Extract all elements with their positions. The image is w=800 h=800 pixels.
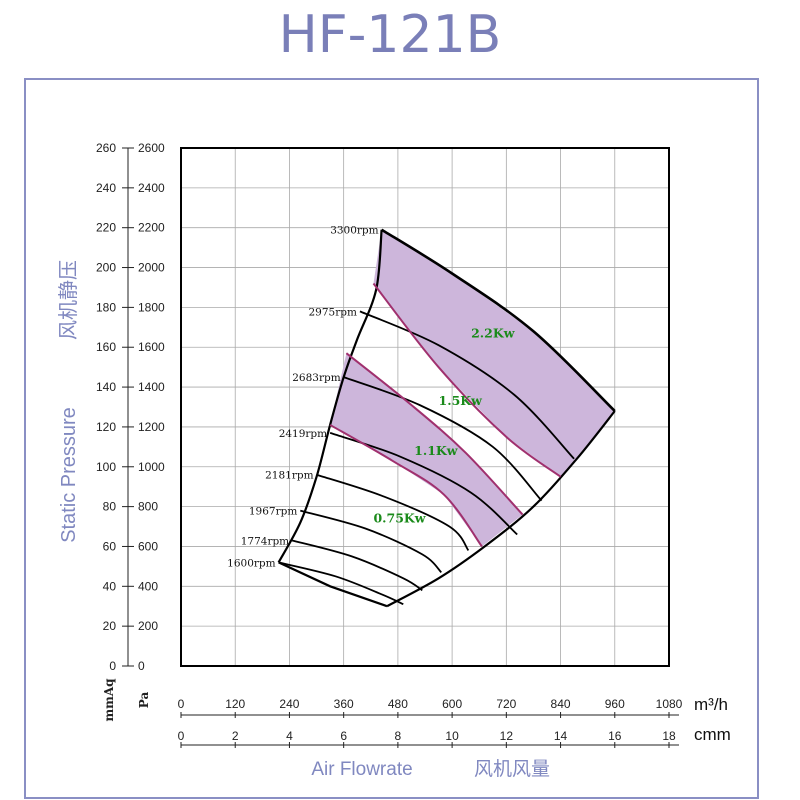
power-line-1.5Kw <box>345 352 524 516</box>
x-tick-label-m3h: 120 <box>225 697 245 711</box>
rpm-curve-2683rpm <box>343 376 543 502</box>
y-unit-mmaq: mmAq <box>102 678 116 722</box>
power-label: 0.75Kw <box>373 511 426 526</box>
x-tick-label-cmm: 16 <box>608 729 622 743</box>
envelope-right <box>386 410 616 608</box>
x-tick-label-m3h: 360 <box>334 697 354 711</box>
y-tick-label-pa: 1400 <box>138 380 165 394</box>
y-tick-label-pa: 800 <box>138 500 158 514</box>
y-tick-label-mmaq: 200 <box>96 261 116 275</box>
x-tick-label-cmm: 4 <box>286 729 293 743</box>
rpm-curve-3300rpm <box>380 228 616 412</box>
y-tick-label-pa: 2400 <box>138 181 165 195</box>
x-tick-label-cmm: 0 <box>178 729 185 743</box>
rpm-curve-2181rpm <box>316 473 470 551</box>
chart-title: HF-121B <box>279 5 502 65</box>
rpm-curve-1774rpm <box>291 539 423 592</box>
x-tick-label-m3h: 600 <box>442 697 462 711</box>
power-line-2.2Kw <box>372 282 562 478</box>
y-tick-label-pa: 0 <box>138 659 145 673</box>
shaded-bands <box>330 229 615 547</box>
power-label: 2.2Kw <box>471 325 516 340</box>
y-tick-label-mmaq: 180 <box>96 300 116 314</box>
rpm-label: 2419rpm <box>279 428 327 440</box>
y-tick-label-pa: 1600 <box>138 340 165 354</box>
x-tick-label-m3h: 1080 <box>656 697 683 711</box>
x-axis: 0 0 120 2 240 4 360 6 480 8 600 10 720 12 840 14 960 16 10… <box>178 697 683 748</box>
power-lines <box>329 282 562 548</box>
x-tick-label-cmm: 14 <box>554 729 568 743</box>
envelope-bottom <box>278 561 388 608</box>
y-tick-label-mmaq: 0 <box>109 659 116 673</box>
x-tick-label-cmm: 8 <box>395 729 402 743</box>
rpm-label: 3300rpm <box>330 225 378 237</box>
curve-labels: 3300rpm 2975rpm 2683rpm 2419rpm 2181rpm 1967r… <box>227 225 516 570</box>
x-tick-label-m3h: 960 <box>605 697 625 711</box>
x-unit-cmm: cmm <box>694 725 731 744</box>
y-tick-label-mmaq: 120 <box>96 420 116 434</box>
x-tick-label-m3h: 0 <box>178 697 185 711</box>
power-line-1.1Kw <box>329 424 483 548</box>
y-tick-label-pa: 2200 <box>138 221 165 235</box>
x-tick-label-m3h: 480 <box>388 697 408 711</box>
y-tick-label-pa: 400 <box>138 579 158 593</box>
x-tick-label-cmm: 6 <box>340 729 347 743</box>
rpm-label: 2683rpm <box>292 372 340 384</box>
y-tick-label-pa: 600 <box>138 539 158 553</box>
rpm-curve-1600rpm <box>278 561 404 606</box>
rpm-label: 2975rpm <box>309 306 357 318</box>
y-tick-label-mmaq: 220 <box>96 221 116 235</box>
x-axis-title-cn: 风机风量 <box>474 758 550 780</box>
y-tick-label-mmaq: 160 <box>96 340 116 354</box>
x-unit-m3h: m³/h <box>694 695 728 714</box>
x-tick-label-m3h: 240 <box>279 697 299 711</box>
envelope-left <box>277 229 383 563</box>
x-tick-label-cmm: 18 <box>662 729 676 743</box>
y-tick-label-pa: 2000 <box>138 261 165 275</box>
rpm-curve-1967rpm <box>300 509 442 574</box>
y-tick-label-mmaq: 260 <box>96 141 116 155</box>
power-label: 1.5Kw <box>439 393 484 408</box>
rpm-label: 1967rpm <box>249 506 297 518</box>
y-tick-label-mmaq: 240 <box>96 181 116 195</box>
y-unit-pa: Pa <box>137 692 151 709</box>
x-tick-label-cmm: 10 <box>445 729 459 743</box>
y-tick-label-pa: 2600 <box>138 141 165 155</box>
x-tick-label-cmm: 12 <box>500 729 514 743</box>
rpm-curve-2975rpm <box>359 310 575 460</box>
shaded-band-2-2kw <box>373 229 615 477</box>
rpm-label: 1774rpm <box>241 535 289 547</box>
y-tick-label-mmaq: 140 <box>96 380 116 394</box>
outer-frame <box>24 78 759 799</box>
y-tick-label-pa: 200 <box>138 619 158 633</box>
x-tick-label-m3h: 840 <box>551 697 571 711</box>
y-tick-label-mmaq: 80 <box>103 500 117 514</box>
shaded-band-1-5kw <box>330 353 523 547</box>
y-tick-label-pa: 1800 <box>138 300 165 314</box>
y-axis: 0 0 20 200 40 400 60 600 80 800 100 1000 120 1200 140 1… <box>96 141 165 673</box>
y-axis-title-cn: 风机静压 <box>57 260 80 340</box>
rpm-label: 1600rpm <box>227 557 275 569</box>
plot-area <box>180 147 670 667</box>
rpm-label: 2181rpm <box>265 470 313 482</box>
y-tick-label-mmaq: 100 <box>96 460 116 474</box>
y-tick-label-pa: 1000 <box>138 460 165 474</box>
y-tick-label-mmaq: 20 <box>103 619 117 633</box>
y-tick-label-mmaq: 40 <box>103 579 117 593</box>
x-axis-title: Air Flowrate <box>311 759 412 780</box>
y-axis-title: Static Pressure <box>58 407 80 543</box>
y-tick-label-pa: 1200 <box>138 420 165 434</box>
y-tick-label-mmaq: 60 <box>103 539 117 553</box>
x-tick-label-m3h: 720 <box>496 697 516 711</box>
x-tick-label-cmm: 2 <box>232 729 239 743</box>
power-label: 1.1Kw <box>414 443 459 458</box>
